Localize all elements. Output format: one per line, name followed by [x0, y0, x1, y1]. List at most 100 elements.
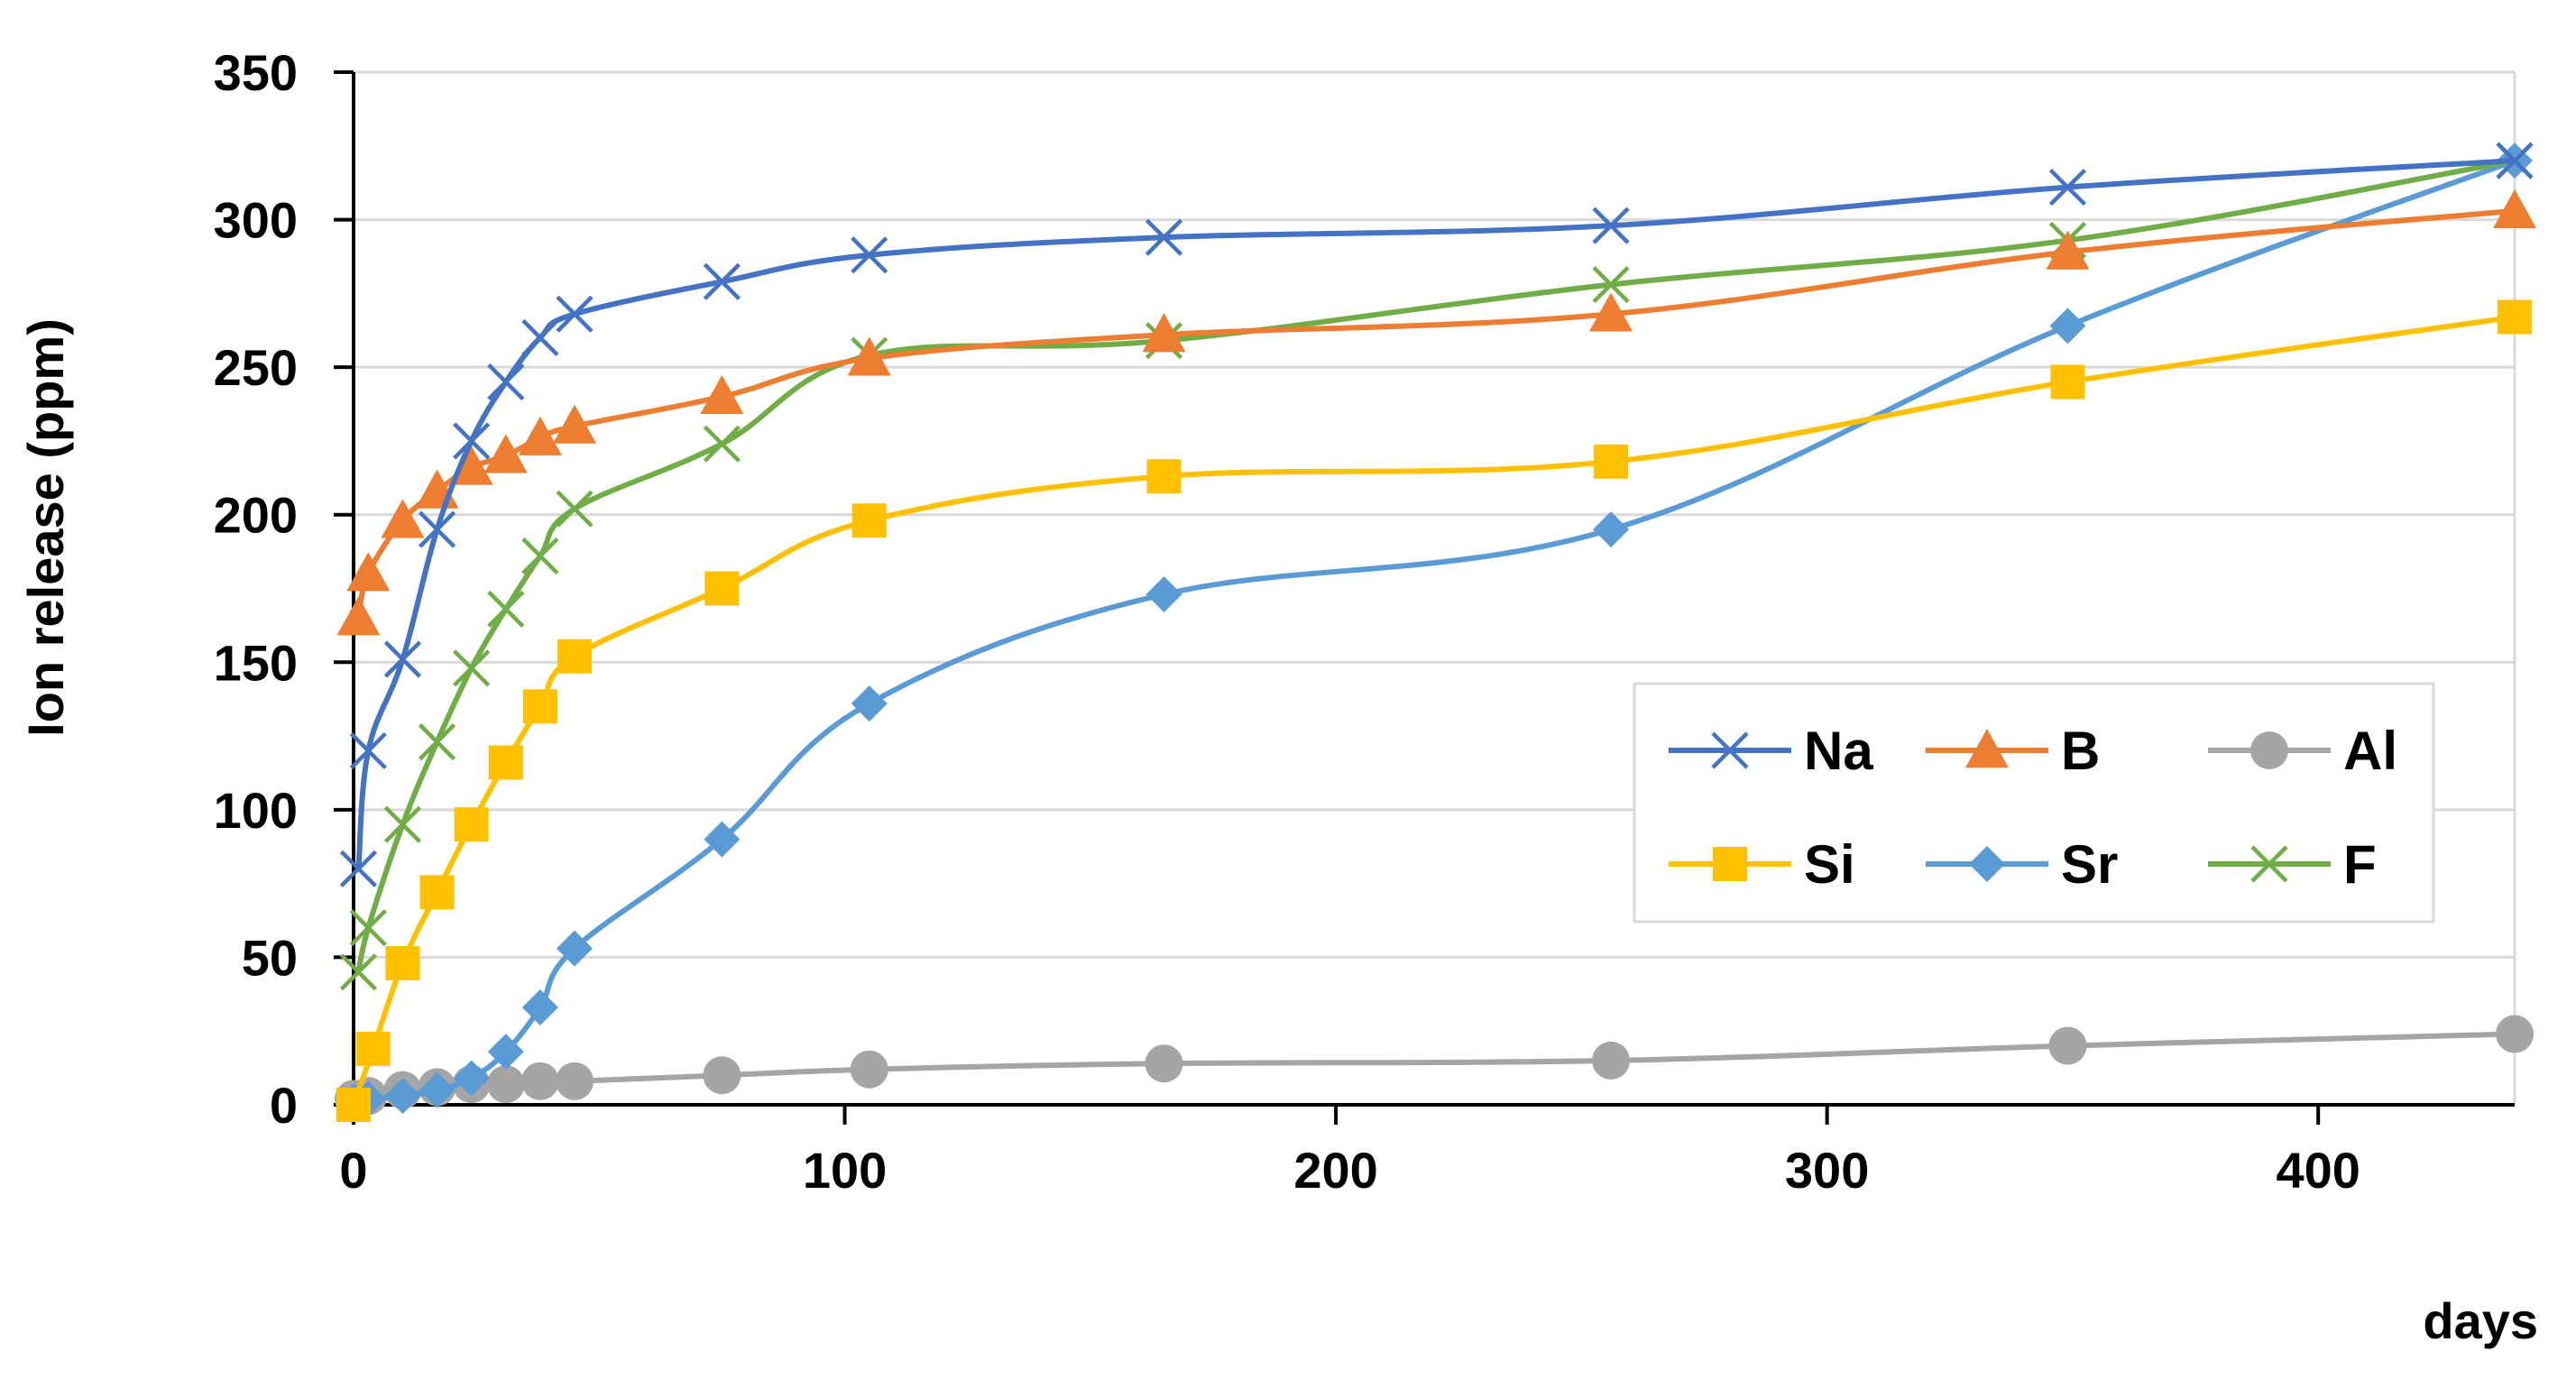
- data-point-si: [851, 503, 887, 538]
- data-point-f: [349, 909, 387, 947]
- legend-marker-si: [1713, 847, 1747, 881]
- data-point-f-stroke: [418, 723, 456, 761]
- data-point-sr: [384, 1078, 421, 1115]
- data-point-f: [453, 649, 491, 687]
- legend-label-al: Al: [2343, 721, 2397, 781]
- data-point-na-stroke: [1145, 218, 1183, 256]
- data-point-si: [454, 807, 489, 842]
- data-point-al: [1592, 1041, 1631, 1080]
- data-point-na: [339, 850, 378, 887]
- x-axis-title: days: [2423, 1292, 2538, 1349]
- data-point-f-stroke: [453, 649, 491, 687]
- data-point-al: [1145, 1044, 1183, 1083]
- data-point-b: [336, 596, 381, 636]
- data-point-si: [1146, 459, 1182, 494]
- y-tick-label: 300: [214, 192, 298, 249]
- data-point-si: [704, 571, 740, 606]
- y-axis-title: Ion release (ppm): [17, 318, 74, 737]
- legend-label-f: F: [2343, 834, 2377, 895]
- data-point-na: [418, 510, 456, 548]
- x-tick-label: 200: [1293, 1142, 1377, 1199]
- legend-item-al: Al: [2208, 721, 2397, 781]
- data-point-al: [850, 1050, 888, 1089]
- y-tick-label: 0: [270, 1077, 298, 1134]
- data-point-na: [349, 731, 387, 770]
- data-point-b: [1142, 313, 1186, 353]
- data-point-al: [486, 1065, 525, 1104]
- data-point-sr: [1593, 511, 1630, 548]
- y-tick-label: 150: [214, 634, 298, 691]
- data-point-na: [851, 236, 888, 274]
- data-point-f: [1592, 265, 1630, 304]
- data-point-na-stroke: [453, 422, 491, 460]
- data-point-b: [346, 552, 391, 592]
- data-point-b: [381, 499, 425, 538]
- legend-item-b: B: [1926, 721, 2100, 781]
- legend-label-si: Si: [1804, 834, 1855, 895]
- legend-item-f: F: [2208, 834, 2377, 895]
- data-point-na-stroke: [383, 640, 422, 678]
- data-point-f-stroke: [556, 490, 593, 528]
- data-point-f: [521, 537, 559, 575]
- data-point-b: [518, 416, 562, 455]
- data-point-si: [1594, 444, 1629, 479]
- series-f: [339, 142, 2534, 991]
- data-point-b: [1589, 292, 1633, 332]
- data-point-na-stroke: [418, 510, 456, 548]
- data-point-si: [336, 1088, 371, 1122]
- y-tick-label: 100: [214, 782, 298, 839]
- data-point-f-stroke: [521, 537, 559, 575]
- data-point-na: [2048, 168, 2087, 207]
- data-point-si: [355, 1031, 391, 1066]
- data-point-sr: [704, 821, 741, 858]
- x-tick-label: 300: [1785, 1142, 1869, 1199]
- data-point-na-stroke: [703, 262, 741, 300]
- data-point-f: [556, 490, 593, 528]
- data-point-si: [419, 875, 455, 910]
- data-point-na-stroke: [487, 363, 525, 401]
- data-point-al: [520, 1062, 559, 1100]
- legend-marker-na-stroke: [1711, 731, 1749, 769]
- axes: 0 50 100 150 200 250 300 350 0 100 200 300 400: [214, 44, 2515, 1199]
- data-point-sr: [453, 1060, 490, 1097]
- data-point-b: [483, 434, 528, 473]
- legend-item-si: Si: [1669, 834, 1855, 895]
- x-tick-label: 400: [2276, 1142, 2360, 1199]
- legend-marker-f-stroke: [2250, 845, 2288, 883]
- data-point-na-stroke: [339, 850, 378, 887]
- data-point-na: [1592, 207, 1630, 244]
- legend-item-sr: Sr: [1926, 834, 2118, 895]
- series-na: [339, 142, 2534, 887]
- data-point-al: [2496, 1015, 2534, 1053]
- data-point-b: [700, 374, 744, 415]
- data-point-sr: [487, 1034, 524, 1071]
- data-point-b: [2493, 188, 2536, 228]
- y-tick-label: 350: [214, 44, 298, 101]
- data-point-b: [449, 446, 493, 485]
- series-b: [336, 188, 2536, 636]
- data-point-na: [1145, 218, 1183, 256]
- data-point-al: [703, 1056, 741, 1095]
- data-point-na-stroke: [851, 236, 888, 274]
- data-point-na-stroke: [349, 731, 387, 770]
- series-line-na: [355, 158, 2517, 872]
- series-group: [335, 142, 2536, 1122]
- data-point-f-stroke: [349, 909, 387, 947]
- data-point-f-stroke: [703, 425, 741, 463]
- legend-label-na: Na: [1804, 721, 1873, 781]
- data-point-f-stroke: [1592, 265, 1630, 304]
- series-si: [336, 299, 2532, 1122]
- data-point-f-stroke: [487, 590, 525, 628]
- data-point-si: [488, 745, 523, 780]
- x-tick-label: 0: [339, 1142, 367, 1199]
- data-point-na: [487, 363, 525, 401]
- legend-marker-na: [1711, 731, 1749, 769]
- data-point-f: [418, 723, 456, 761]
- data-point-f: [487, 590, 525, 628]
- y-tick-label: 50: [242, 929, 298, 986]
- data-point-na-stroke: [556, 295, 593, 333]
- data-point-b: [553, 404, 597, 444]
- legend-marker-f: [2250, 845, 2288, 883]
- data-point-sr: [2049, 308, 2086, 345]
- data-point-b: [2046, 230, 2090, 270]
